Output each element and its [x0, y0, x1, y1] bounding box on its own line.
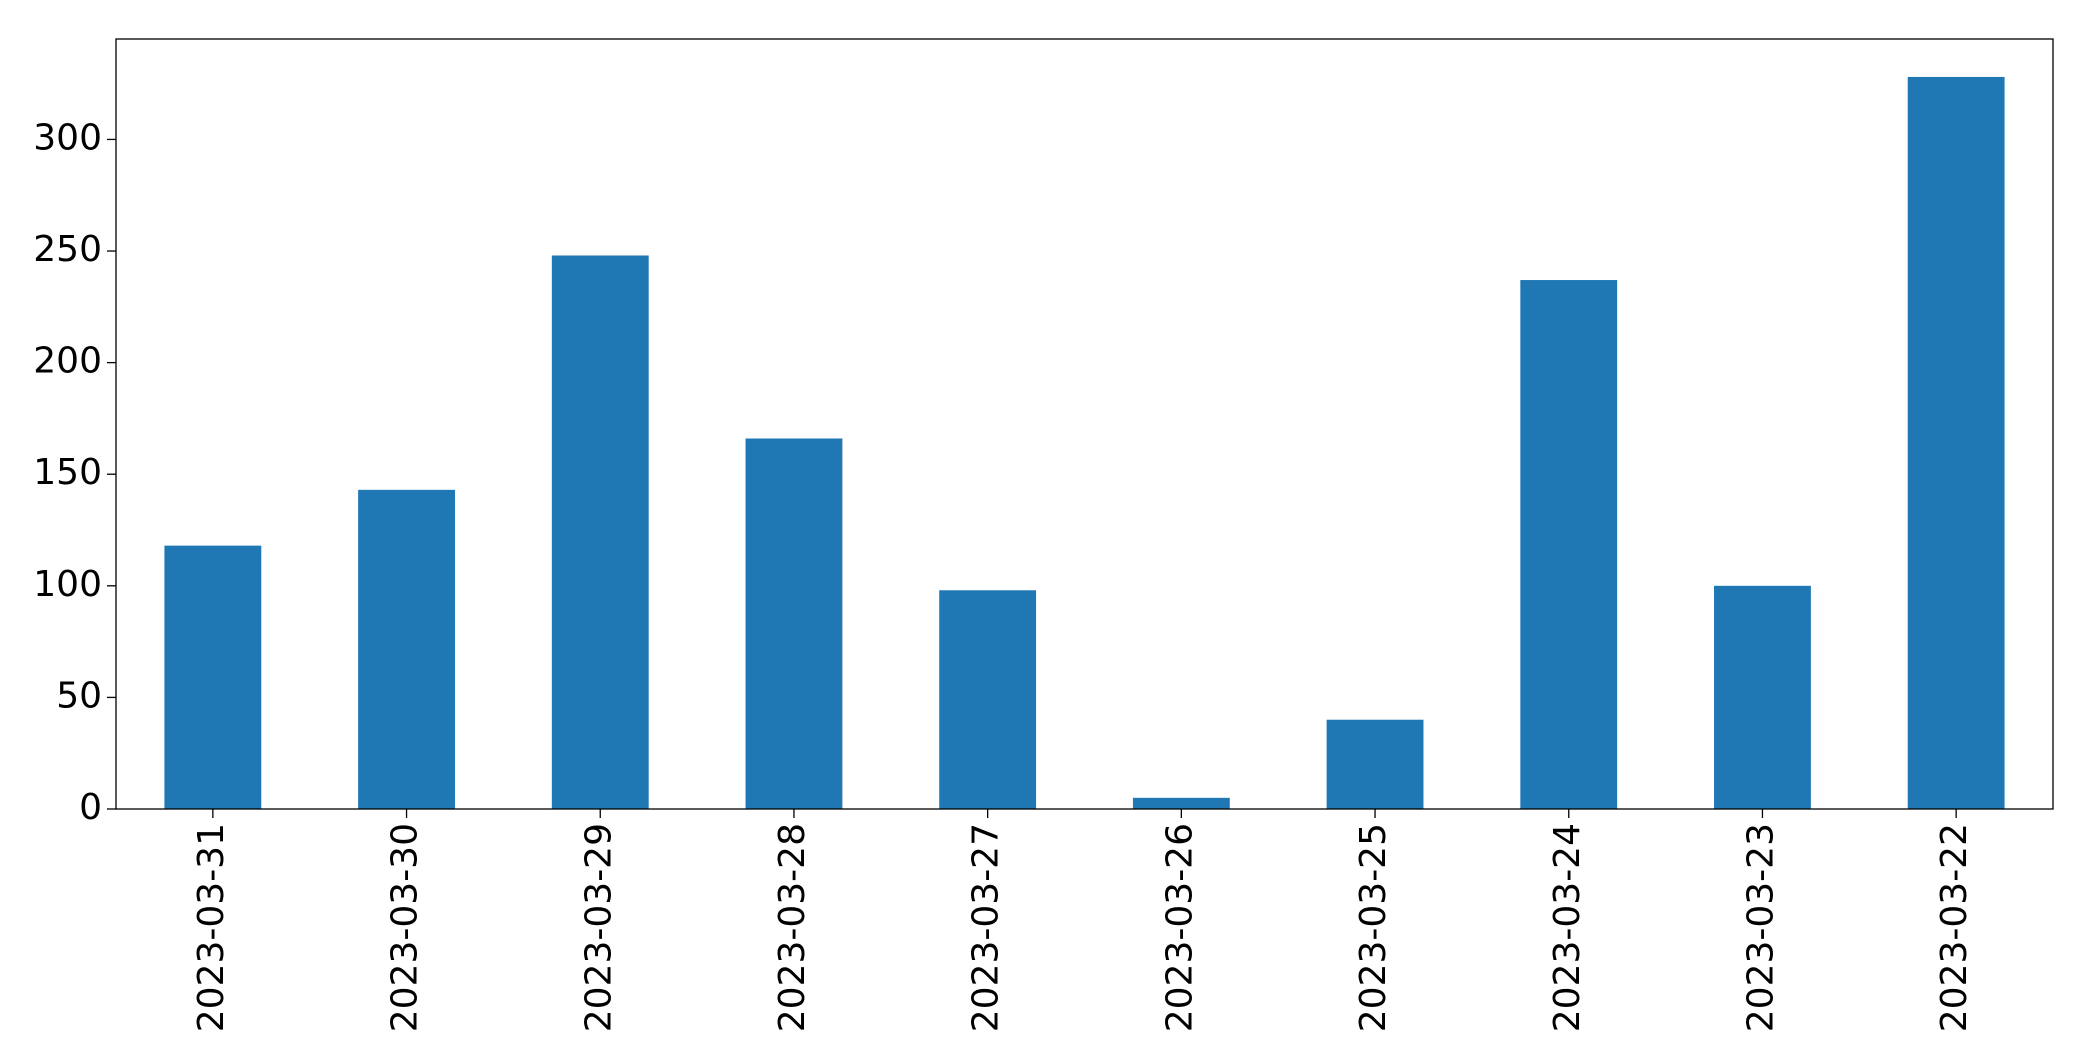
x-tick-label: 2023-03-26 [1159, 823, 1200, 1032]
x-tick-label: 2023-03-29 [578, 823, 619, 1032]
y-tick-label: 300 [33, 117, 102, 158]
x-tick-label: 2023-03-24 [1547, 823, 1588, 1032]
y-tick-label: 200 [33, 341, 102, 382]
y-tick-label: 50 [56, 675, 102, 716]
bar [1907, 76, 2005, 810]
y-tick-label: 250 [33, 229, 102, 270]
y-tick-label: 150 [33, 452, 102, 493]
x-tick-label: 2023-03-28 [772, 823, 813, 1032]
bar [939, 590, 1037, 809]
bar [358, 489, 455, 809]
x-tick-label: 2023-03-22 [1934, 823, 1975, 1032]
x-tick-label: 2023-03-31 [191, 823, 232, 1032]
x-tick-label: 2023-03-30 [385, 823, 426, 1032]
bar [1326, 719, 1424, 809]
bar [551, 255, 649, 810]
y-tick-label: 100 [33, 564, 102, 605]
x-tick-label: 2023-03-27 [966, 823, 1007, 1032]
plot-frame [115, 38, 2054, 810]
bar [745, 438, 843, 809]
bar [1520, 280, 1618, 810]
bar [1714, 585, 1811, 809]
bar [1132, 797, 1230, 809]
y-tick-label: 0 [79, 787, 102, 828]
x-tick-label: 2023-03-23 [1740, 823, 1781, 1032]
bar [164, 545, 262, 809]
x-tick-label: 2023-03-25 [1353, 823, 1394, 1032]
